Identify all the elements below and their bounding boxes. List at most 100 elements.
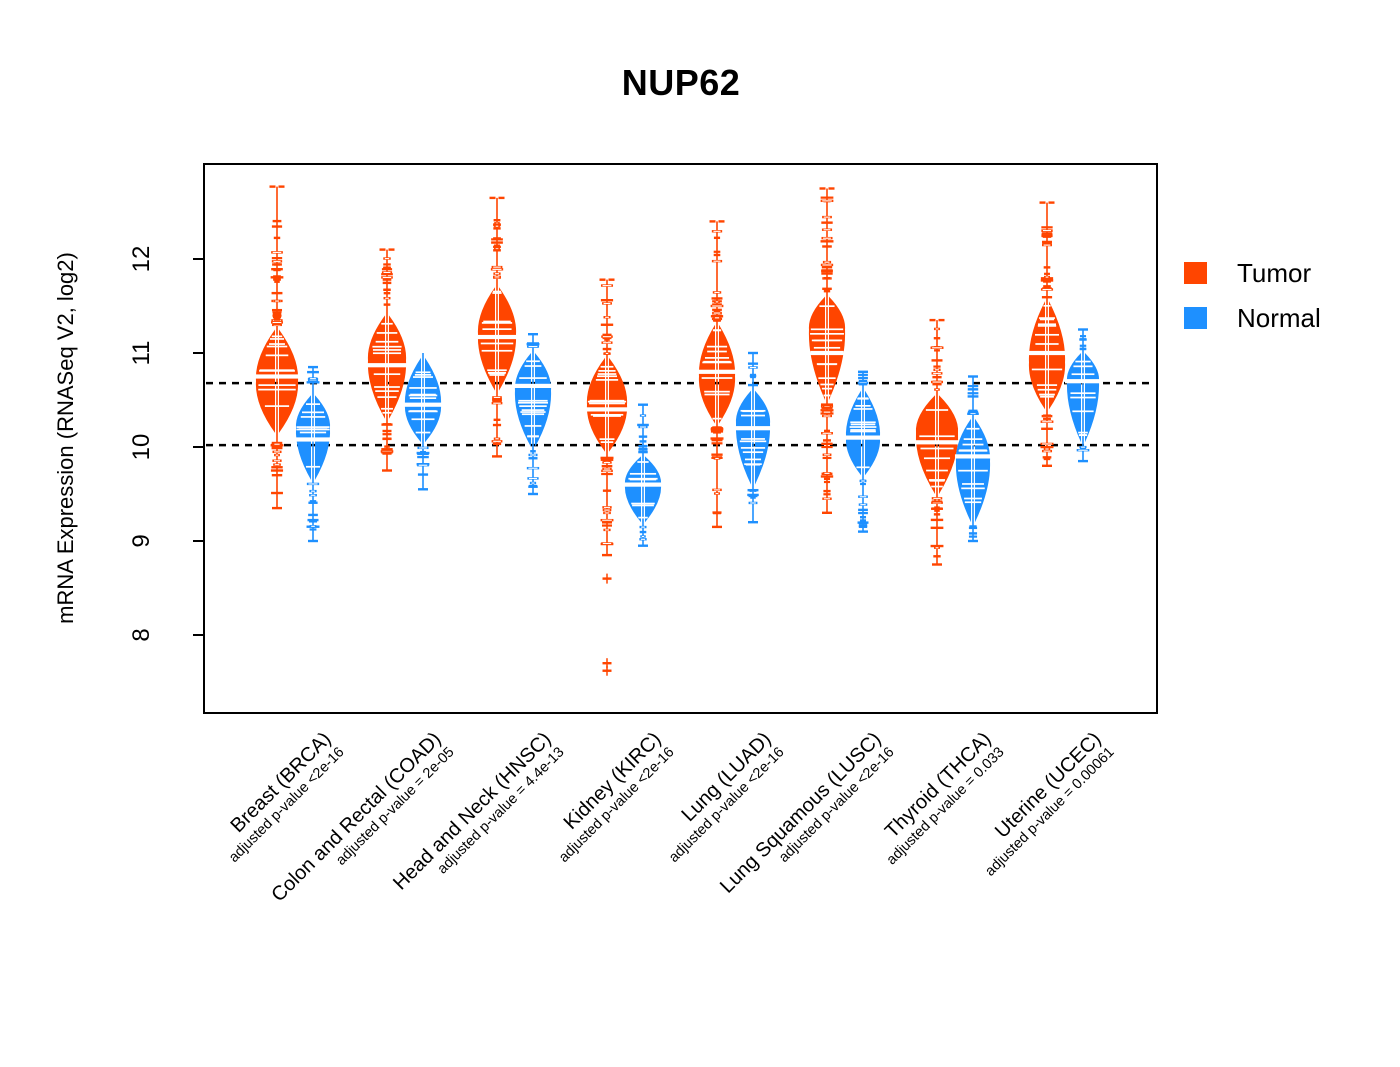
violin-tumor-5-point-gap — [824, 261, 830, 263]
violin-tumor-4-point-gap — [713, 230, 721, 232]
violin-tumor-6-point — [934, 506, 940, 509]
violin-tumor-3-point-gap — [605, 316, 609, 318]
violin-normal-3-stripe — [629, 472, 657, 475]
violin-tumor-3-point-gap — [604, 512, 610, 514]
violin-tumor-6-point — [931, 359, 943, 362]
violin-tumor-0-stripe — [271, 335, 283, 338]
violin-normal-6-point — [968, 526, 978, 530]
violin-tumor-3-body — [609, 357, 628, 452]
violin-tumor-4-point-gap — [715, 493, 719, 495]
violin-tumor-5-point — [821, 442, 833, 446]
violin-tumor-4-point — [710, 437, 724, 440]
violin-tumor-0-stripe — [266, 345, 288, 348]
violin-normal-2-median-line — [514, 383, 552, 388]
violin-normal-4-point — [747, 362, 759, 365]
violin-tumor-1-point — [382, 437, 392, 440]
violin-normal-1-stripe — [408, 410, 438, 413]
violin-tumor-1-point-gap — [382, 276, 392, 279]
violin-tumor-5-point — [821, 221, 833, 224]
violin-tumor-1-point — [383, 263, 391, 266]
violin-normal-6-stripe — [961, 487, 985, 490]
violin-tumor-1-point — [384, 445, 390, 448]
violin-tumor-1-point — [383, 303, 391, 306]
violin-tumor-0-point — [272, 506, 282, 510]
violin-tumor-0-stripe — [269, 343, 285, 345]
violin-tumor-6-point — [930, 526, 944, 530]
violin-tumor-0-point — [271, 225, 283, 228]
violin-tumor-4-body — [698, 324, 715, 424]
violin-tumor-5-point-gap — [823, 229, 831, 231]
violin-tumor-1-point — [381, 268, 393, 271]
violin-tumor-4-point — [711, 442, 723, 445]
violin-normal-5-point — [858, 376, 868, 380]
violin-tumor-1-point — [382, 469, 392, 472]
violin-tumor-6-point — [931, 500, 943, 503]
violin-normal-0-point — [309, 528, 317, 531]
violin-tumor-4-point — [709, 220, 716, 223]
violin-normal-1-point-gap — [419, 447, 427, 449]
violin-normal-5-point-gap — [860, 504, 866, 506]
violin-tumor-3-outlier — [602, 669, 612, 672]
y-tick-label: 8 — [128, 628, 155, 642]
violin-tumor-2-point — [489, 196, 496, 200]
violin-tumor-0-point — [274, 280, 280, 283]
violin-tumor-5-point — [823, 277, 831, 280]
violin-normal-5-point — [858, 383, 868, 386]
violin-tumor-3-stripe — [589, 402, 625, 405]
y-tick-label: 10 — [128, 433, 155, 461]
plot-border — [203, 163, 1158, 714]
violin-tumor-2-point-gap — [495, 225, 499, 227]
violin-normal-1-stripe — [413, 376, 433, 378]
violin-tumor-5-point — [823, 480, 831, 484]
violin-normal-3-point — [638, 544, 648, 547]
violin-tumor-3-point-gap — [604, 509, 610, 511]
violin-tumor-5-point — [820, 240, 834, 243]
violin-normal-3-point-gap — [640, 538, 646, 540]
violin-tumor-2-point — [493, 237, 501, 240]
violin-tumor-5-point — [820, 196, 834, 199]
violin-tumor-5-point — [819, 187, 826, 190]
violin-normal-1-stripe — [408, 394, 438, 397]
violin-normal-6-point — [968, 539, 978, 543]
violin-normal-5-point-gap — [859, 382, 867, 384]
violin-tumor-0-point — [278, 185, 285, 188]
violin-tumor-2-median-line — [476, 334, 518, 340]
violin-tumor-5-stripe — [810, 332, 844, 335]
violin-tumor-7-point — [1042, 232, 1052, 235]
violin-normal-7-stripe — [1078, 431, 1088, 434]
violin-normal-1-stripe — [415, 431, 431, 434]
violin-normal-1-point — [417, 473, 429, 476]
violin-tumor-2-point-gap — [493, 440, 501, 442]
violin-tumor-2-point-gap — [492, 268, 502, 270]
violin-tumor-4-stripe — [712, 417, 722, 420]
violin-tumor-4-point — [713, 318, 721, 322]
violin-tumor-3-point — [602, 489, 612, 492]
violin-normal-4-stripe — [739, 440, 767, 443]
violin-tumor-0-point — [271, 466, 283, 469]
violin-tumor-6-point — [934, 349, 940, 352]
violin-tumor-2-stripe — [487, 369, 507, 372]
violin-tumor-7-point — [1042, 242, 1052, 245]
violin-tumor-7-stripe — [1038, 323, 1056, 326]
violin-tumor-3-stripe — [600, 441, 614, 443]
violin-tumor-7-stripe — [1037, 388, 1057, 391]
violin-tumor-1-point — [382, 429, 392, 433]
violin-normal-2-point-gap — [528, 477, 538, 479]
violin-tumor-3-stripe — [590, 413, 624, 416]
violin-tumor-2-stripe — [483, 320, 511, 323]
violin-tumor-7-point — [1042, 456, 1052, 459]
violin-tumor-5-point-gap — [822, 432, 832, 434]
violin-normal-4-point — [748, 351, 758, 355]
violin-normal-4-point — [747, 493, 759, 497]
violin-normal-4-point — [747, 488, 759, 492]
violin-tumor-3-point — [600, 323, 614, 326]
violin-tumor-5-point-gap — [823, 415, 831, 417]
violin-tumor-0-body — [255, 329, 275, 433]
legend-item-normal: Normal — [1184, 303, 1321, 333]
violin-tumor-7-stripe — [1039, 317, 1055, 319]
violin-tumor-7-point — [1043, 285, 1051, 288]
violin-tumor-7-point — [1042, 464, 1052, 467]
violin-tumor-4-point — [713, 309, 721, 312]
y-axis-label: mRNA Expression (RNASeq V2, log2) — [53, 252, 78, 624]
violin-normal-1-body — [404, 357, 421, 443]
